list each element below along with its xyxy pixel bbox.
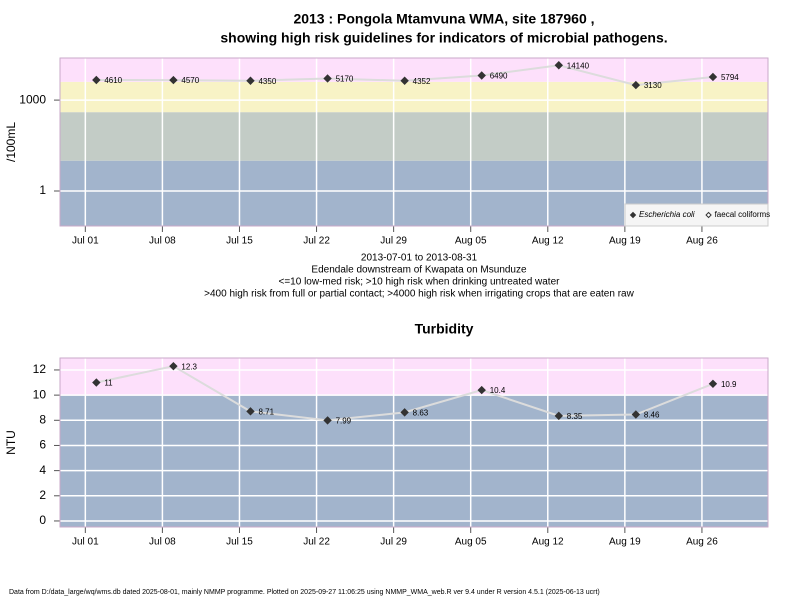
x-tick-label: Jul 08 <box>149 236 176 247</box>
data-point <box>323 74 332 83</box>
data-label: 8.35 <box>567 412 583 421</box>
x-tick-label: Jul 01 <box>72 537 99 548</box>
y-tick-label: 1000 <box>19 92 46 106</box>
y-tick-label: 12 <box>33 362 47 376</box>
data-label: 10.4 <box>490 386 506 395</box>
legend-marker <box>705 211 712 219</box>
data-point <box>246 407 255 416</box>
legend-label: Escherichia coli <box>639 210 695 219</box>
x-tick-label: Aug 26 <box>686 236 718 247</box>
x-tick-label: Aug 12 <box>532 236 564 247</box>
data-label: 7.99 <box>336 417 352 426</box>
data-point <box>246 76 255 85</box>
risk-band <box>60 112 768 161</box>
x-tick-label: Aug 19 <box>609 537 641 548</box>
data-point <box>631 410 641 419</box>
chart-title: showing high risk guidelines for indicat… <box>220 30 667 46</box>
data-point <box>554 61 564 70</box>
x-tick-label: Aug 05 <box>455 537 487 548</box>
data-label: 14140 <box>567 61 590 70</box>
data-point <box>323 416 332 425</box>
x-tick-label: Jul 29 <box>380 537 407 548</box>
y-axis-label: NTU <box>4 430 18 455</box>
data-label: 10.9 <box>721 380 737 389</box>
y-tick-label: 6 <box>39 438 46 452</box>
data-label: 4350 <box>258 77 276 86</box>
x-tick-label: Aug 05 <box>455 236 487 247</box>
x-tick-label: Aug 26 <box>686 537 718 548</box>
x-tick-label: Aug 19 <box>609 236 641 247</box>
data-label: 8.46 <box>644 411 660 420</box>
data-label: 8.63 <box>413 408 429 417</box>
data-label: 8.71 <box>258 407 274 416</box>
y-tick-label: 10 <box>33 387 47 401</box>
risk-band <box>60 358 768 396</box>
y-tick-label: 2 <box>39 488 46 502</box>
data-point <box>631 80 641 90</box>
data-label: 11 <box>104 379 113 388</box>
plot-frame <box>59 357 769 528</box>
data-point <box>92 75 101 85</box>
x-tick-label: Jul 15 <box>226 537 253 548</box>
data-point <box>400 408 409 417</box>
x-tick-label: Jul 15 <box>226 236 253 247</box>
data-label: 4352 <box>413 77 431 86</box>
legend <box>624 203 769 227</box>
y-tick-label: 4 <box>39 463 46 477</box>
y-tick-label: 1 <box>39 183 46 197</box>
plot-frame <box>59 57 769 227</box>
x-tick-label: Jul 08 <box>149 537 176 548</box>
note: <=10 low-med risk; >10 high risk when dr… <box>279 277 561 288</box>
chart-title: Turbidity <box>415 321 474 337</box>
note: Edendale downstream of Kwapata on Msundu… <box>311 265 527 276</box>
data-point <box>477 71 486 80</box>
data-label: 5794 <box>721 73 739 82</box>
risk-band <box>60 395 768 527</box>
data-point <box>708 72 718 82</box>
risk-band <box>60 58 768 82</box>
data-point <box>169 75 178 85</box>
data-point <box>708 379 718 389</box>
footer: Data from D:/data_large/wq/wms.db dated … <box>9 589 600 596</box>
data-label: 6490 <box>490 72 508 81</box>
x-tick-label: Jul 29 <box>380 236 407 247</box>
data-point <box>554 411 564 421</box>
y-axis-label: /100mL <box>4 122 18 162</box>
risk-band <box>60 81 768 113</box>
x-tick-label: Jul 22 <box>303 236 330 247</box>
data-label: 12.3 <box>181 362 197 371</box>
y-tick-label: 0 <box>39 513 46 527</box>
data-point <box>92 378 101 387</box>
legend-marker <box>629 211 637 219</box>
data-point <box>169 361 178 371</box>
data-point <box>400 76 409 85</box>
note: 2013-07-01 to 2013-08-31 <box>361 253 478 264</box>
x-tick-label: Aug 12 <box>532 537 564 548</box>
data-label: 4610 <box>104 76 122 85</box>
x-tick-label: Jul 22 <box>303 537 330 548</box>
data-point <box>477 385 486 395</box>
chart-title: 2013 : Pongola Mtamvuna WMA, site 187960… <box>293 11 594 27</box>
note: >400 high risk from full or partial cont… <box>204 289 634 300</box>
data-label: 5170 <box>336 75 354 84</box>
y-tick-label: 8 <box>39 412 46 426</box>
data-label: 3130 <box>644 81 662 90</box>
data-label: 4570 <box>181 76 199 85</box>
x-tick-label: Jul 01 <box>72 236 99 247</box>
legend-label: faecal coliforms <box>715 210 771 219</box>
